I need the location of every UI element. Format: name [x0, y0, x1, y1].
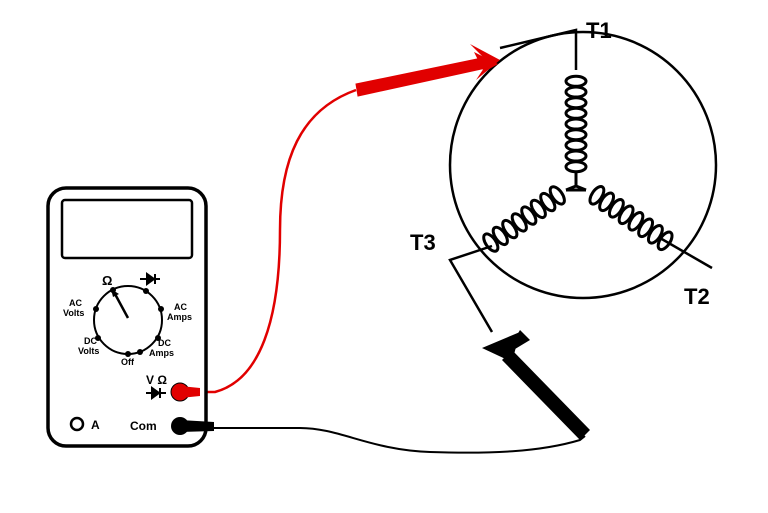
- center-junction: [565, 172, 587, 192]
- dial-label-ac-amps-1: AC: [174, 302, 187, 312]
- black-plug: [180, 420, 214, 432]
- dial-label-off: Off: [121, 357, 135, 367]
- black-probe-tip: [505, 330, 530, 355]
- coil-turn: [564, 85, 588, 99]
- winding-coil-t2: [588, 185, 674, 252]
- t3-lead: [448, 244, 494, 333]
- dial-stop-diode: [143, 288, 149, 294]
- multimeter: Ω AC Volts AC Amps DC Volts DC Amps Off …: [46, 186, 214, 448]
- coil-turn: [501, 218, 519, 240]
- diode-symbol-port: [146, 386, 166, 400]
- red-test-lead[interactable]: [190, 44, 500, 394]
- coil-turn: [646, 224, 664, 245]
- port-label-com: Com: [130, 419, 157, 433]
- black-probe-body: [502, 350, 590, 440]
- port-label-amps: A: [91, 418, 100, 432]
- coil-turn: [539, 191, 557, 213]
- black-test-lead[interactable]: [214, 330, 590, 454]
- coil-turn: [520, 205, 538, 226]
- red-probe-tip: [470, 44, 500, 80]
- dial-label-dc-amps-2: Amps: [149, 348, 174, 358]
- coil-turn: [564, 160, 588, 174]
- dial-label-dc-amps-1: DC: [158, 338, 171, 348]
- red-wire: [190, 88, 357, 394]
- dial-stop-off: [125, 351, 131, 357]
- coil-turn: [598, 191, 616, 213]
- terminal-label-t2: T2: [684, 284, 710, 309]
- coil-turn: [564, 106, 588, 120]
- dial-label-ac-amps-2: Amps: [167, 312, 192, 322]
- coil-turn: [564, 96, 588, 110]
- rotary-dial[interactable]: [93, 285, 164, 357]
- t2-lead: [659, 236, 713, 270]
- coil-turn: [510, 212, 528, 233]
- coil-turn: [637, 217, 655, 239]
- dial-label-ac-volts-2: Volts: [63, 308, 84, 318]
- dial-stop-dc-amps: [155, 335, 161, 341]
- black-wire: [214, 427, 586, 454]
- meter-display: [60, 198, 194, 260]
- dial-pointer: [113, 293, 130, 319]
- coil-turn: [656, 230, 674, 252]
- port-label-vohm: V Ω: [146, 373, 167, 387]
- red-probe-body: [355, 57, 487, 97]
- coil-turn: [482, 232, 500, 253]
- coil-turn: [607, 198, 625, 219]
- coil-turn: [548, 185, 566, 206]
- red-probe-guard: [474, 52, 498, 72]
- dial-stop-extra: [137, 349, 143, 355]
- motor: [448, 28, 718, 333]
- black-probe-guard: [482, 332, 520, 362]
- coil-turn: [529, 198, 547, 220]
- dial-pointer-head: [111, 289, 119, 297]
- port-jack-amps[interactable]: [69, 416, 85, 432]
- coil-turn: [564, 128, 588, 142]
- dial-stop-dc-volts: [95, 335, 101, 341]
- motor-housing: [448, 30, 718, 300]
- terminal-label-t1: T1: [586, 18, 612, 43]
- diode-symbol-dial: [140, 272, 160, 286]
- coil-turn: [564, 117, 588, 131]
- t1-lead: [499, 28, 578, 70]
- dial-stop-ac-amps: [158, 306, 164, 312]
- coil-turn: [627, 211, 645, 232]
- winding-coil-t3: [482, 185, 566, 253]
- coil-turn: [564, 149, 588, 163]
- dial-label-ac-volts-1: AC: [69, 298, 82, 308]
- terminal-label-t3: T3: [410, 230, 436, 255]
- coil-turn: [617, 204, 635, 226]
- dial-label-dc-volts-1: DC: [84, 336, 97, 346]
- coil-turn: [588, 185, 606, 206]
- coil-turn: [564, 74, 588, 88]
- red-plug: [180, 386, 200, 398]
- dial-stop-ac-volts: [93, 306, 99, 312]
- dial-label-ohm: Ω: [102, 273, 112, 288]
- coil-turn: [564, 138, 588, 152]
- dial-label-dc-volts-2: Volts: [78, 346, 99, 356]
- winding-coil-t1: [564, 74, 588, 174]
- coil-turn: [491, 225, 509, 247]
